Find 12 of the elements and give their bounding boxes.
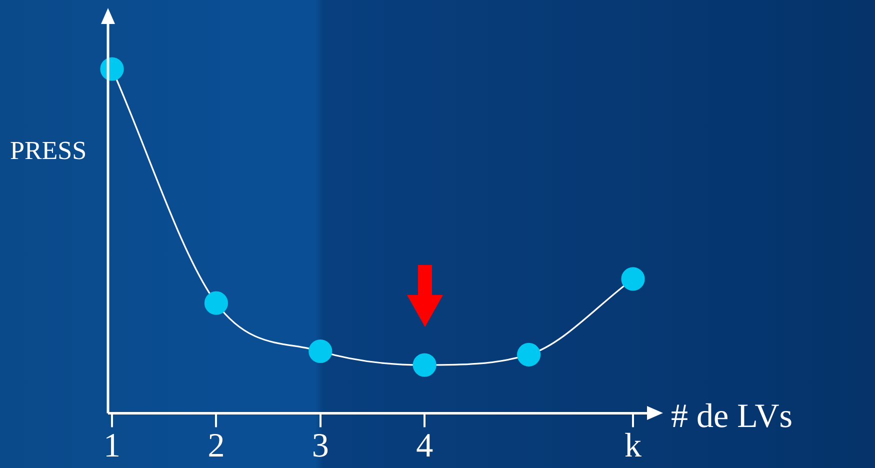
x-axis-title: # de LVs — [671, 398, 793, 436]
x-tick-label: 4 — [416, 428, 434, 465]
x-tick-label: 3 — [312, 428, 329, 465]
x-tick-label: k — [624, 428, 642, 465]
y-axis-title: PRESS — [10, 136, 87, 165]
x-tick-label: 2 — [208, 428, 225, 465]
point — [308, 339, 332, 364]
x-tick-label: 1 — [104, 428, 120, 465]
point — [621, 267, 645, 291]
point — [204, 291, 228, 315]
point — [517, 342, 541, 366]
point — [412, 353, 436, 377]
